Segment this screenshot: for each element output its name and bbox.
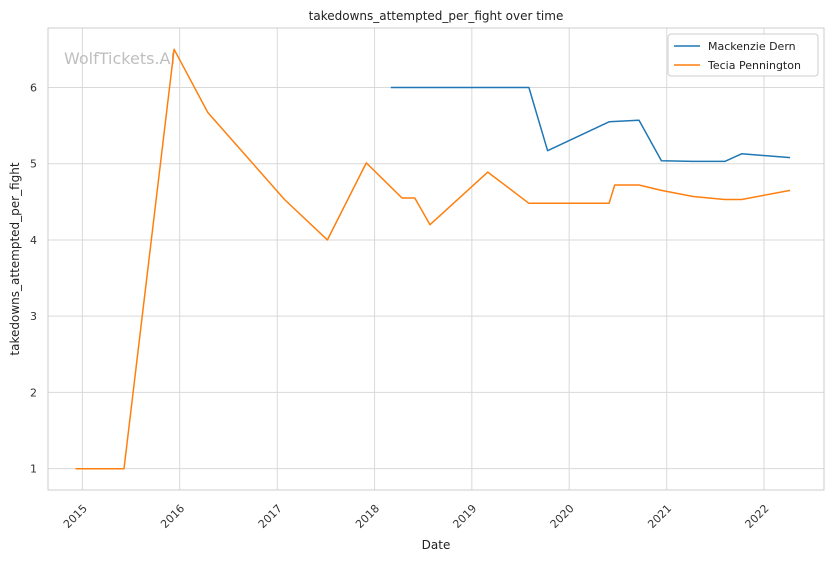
legend-box: [667, 33, 819, 77]
y-tick-label: 2: [30, 386, 37, 399]
legend-label: Tecia Pennington: [707, 59, 801, 72]
watermark-text: WolfTickets.AI: [64, 49, 175, 68]
legend-label: Mackenzie Dern: [708, 40, 796, 53]
y-axis-title: takedowns_attempted_per_fight: [8, 162, 22, 355]
series-layer: [75, 48, 791, 470]
y-tick-label: 6: [30, 81, 37, 94]
y-tick-label: 4: [30, 234, 37, 247]
y-axis: 1 2 3 4 5 6: [30, 81, 37, 475]
series-line-0: [390, 86, 791, 163]
series-line-1: [75, 48, 791, 470]
y-tick-label: 1: [30, 463, 37, 476]
x-axis-title: Date: [422, 538, 451, 552]
legend: Mackenzie Dern Tecia Pennington: [667, 33, 819, 77]
y-tick-label: 5: [30, 158, 37, 171]
plot-frame: [47, 27, 825, 491]
y-tick-label: 3: [30, 310, 37, 323]
chart-title: takedowns_attempted_per_fight over time: [309, 9, 564, 23]
